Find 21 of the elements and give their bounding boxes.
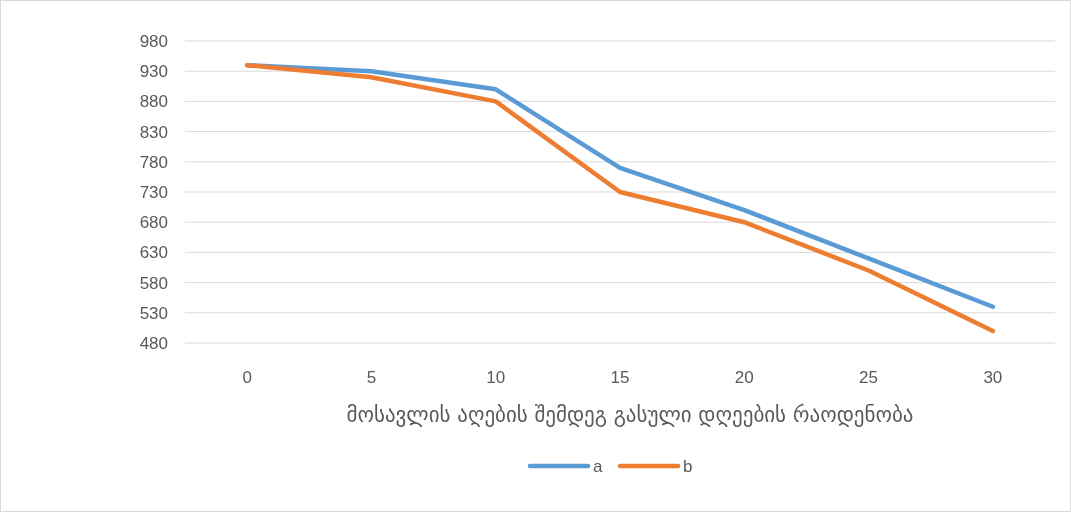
x-tick-label: 10 (486, 367, 506, 387)
y-tick-label: 630 (139, 243, 168, 263)
y-tick-label: 530 (139, 303, 168, 323)
y-tick-label: 980 (139, 31, 168, 51)
y-tick-label: 930 (139, 62, 168, 82)
x-tick-label: 25 (859, 367, 879, 387)
legend-label: b (683, 456, 693, 476)
y-tick-label: 880 (139, 92, 168, 112)
y-tick-label: 780 (139, 152, 168, 172)
x-tick-label: 20 (734, 367, 754, 387)
y-tick-label: 480 (139, 333, 168, 353)
y-tick-label: 580 (139, 273, 168, 293)
y-tick-label: 680 (139, 213, 168, 233)
x-tick-label: 30 (983, 367, 1003, 387)
y-tick-label: 830 (139, 122, 168, 142)
x-axis-title: მოსავლის აღების შემდეგ გასული დღეების რაოდენობა (346, 403, 914, 428)
y-tick-label: 730 (139, 182, 168, 202)
x-tick-label: 0 (242, 367, 252, 387)
legend-label: a (593, 456, 603, 476)
x-tick-label: 5 (366, 367, 377, 387)
x-tick-label: 15 (610, 367, 630, 387)
